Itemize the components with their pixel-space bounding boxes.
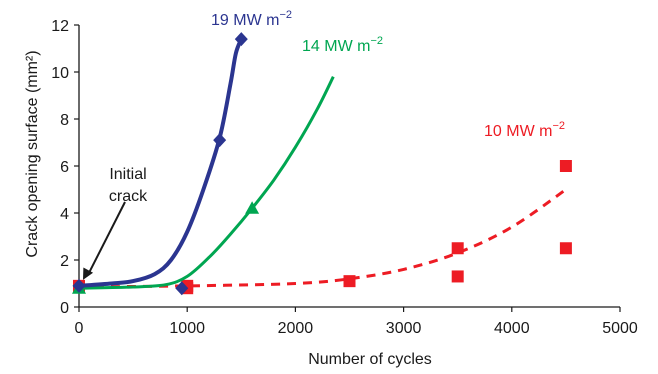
- data-point-square: [559, 160, 572, 172]
- data-point-square: [343, 275, 356, 288]
- x-axis-title: Number of cycles: [308, 351, 432, 368]
- y-tick-label: 2: [60, 253, 69, 270]
- y-tick-label: 10: [51, 65, 69, 82]
- y-tick-label: 4: [60, 206, 69, 223]
- initial-crack-annotation: Initial crack: [83, 166, 148, 280]
- axes: 0 2 4 6 8 10 12 0 1000 2000 3000 4000 5000: [51, 18, 638, 337]
- series-square: [73, 160, 572, 295]
- x-tick-label: 3000: [386, 320, 422, 337]
- y-tick-label: 8: [60, 112, 69, 129]
- x-tick-label: 1000: [169, 320, 205, 337]
- y-tick-label: 6: [60, 159, 69, 176]
- x-tick-label: 0: [75, 320, 84, 337]
- x-tick-label: 2000: [278, 320, 314, 337]
- initial-crack-label: Initial: [109, 166, 146, 183]
- y-axis-title: Crack opening surface (mm²): [24, 50, 41, 257]
- data-point-diamond: [213, 133, 227, 148]
- y-tick-label: 0: [60, 300, 69, 317]
- initial-crack-label: crack: [109, 188, 148, 205]
- initial-crack-arrow-line: [87, 201, 126, 276]
- series-annotation-label: 10 MW m−2: [484, 120, 565, 140]
- series-trend-line: [78, 188, 567, 289]
- series-diamond: [72, 32, 248, 296]
- y-tick-label: 12: [51, 18, 69, 35]
- plot-area: [72, 32, 572, 296]
- data-point-diamond: [72, 278, 86, 293]
- initial-crack-arrow-head: [83, 267, 94, 280]
- series-annotation-label: 19 MW m−2: [211, 9, 292, 29]
- annotations: 19 MW m−2 14 MW m−2 10 MW m−2 Initial crack: [83, 9, 565, 280]
- series-triangle: [72, 76, 335, 294]
- data-point-diamond: [234, 32, 248, 47]
- data-point-square: [451, 242, 464, 255]
- x-tick-label: 5000: [602, 320, 638, 337]
- series-annotation-label: 14 MW m−2: [302, 35, 383, 55]
- data-point-square: [451, 270, 464, 283]
- data-point-diamond: [175, 281, 189, 296]
- data-point-triangle: [245, 201, 260, 214]
- x-tick-label: 4000: [494, 320, 530, 337]
- data-point-square: [559, 242, 572, 255]
- series-trend-line: [78, 76, 335, 290]
- series-trend-line: [78, 38, 244, 288]
